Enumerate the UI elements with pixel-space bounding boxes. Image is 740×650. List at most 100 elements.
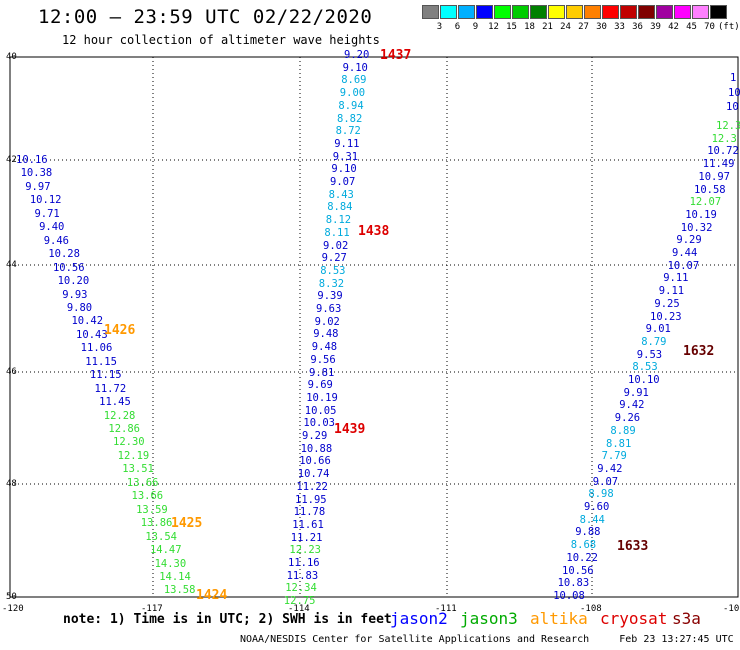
pass-time-label: 1437 (380, 48, 412, 63)
wave-height-value: 8.11 (324, 226, 350, 239)
wave-height-value: 10.07 (667, 259, 700, 272)
wave-height-value: 9.71 (34, 207, 60, 220)
wave-height-value: 13.86 (140, 517, 173, 530)
wave-height-value: 9.11 (658, 285, 685, 298)
scale-label: 24 (560, 22, 571, 32)
satellite-jason2: jason2 (390, 609, 448, 628)
wave-height-value: 12.07 (689, 196, 722, 209)
wave-height-value: 10.03 (303, 417, 335, 430)
wave-height-value: 11.21 (290, 531, 323, 544)
scale-swatch (692, 5, 709, 19)
wave-height-value: 10.19 (306, 391, 338, 404)
wave-height-value: 14.30 (154, 557, 187, 570)
longitude-label: -120 (2, 604, 24, 614)
latitude-label: 44 (6, 260, 17, 270)
latitude-label: 48 (6, 479, 17, 489)
wave-height-value: 12.30 (113, 436, 145, 449)
scale-label: 15 (506, 22, 517, 32)
pass-time-label: 1632 (683, 344, 715, 359)
wave-height-value: 8.72 (335, 125, 361, 138)
wave-height-value: 10.74 (297, 468, 330, 481)
wave-height-value: 11.16 (288, 557, 320, 569)
wave-height-value: 13.59 (136, 503, 168, 516)
wave-height-value: 11.49 (702, 158, 735, 171)
pass-time-label: 1425 (171, 516, 203, 531)
wave-height-value: 8.69 (341, 74, 367, 87)
scale-swatch (620, 5, 637, 19)
wave-height-value: 9.10 (342, 61, 368, 74)
wave-height-value: 11.45 (99, 396, 131, 409)
latitude-label: 46 (6, 367, 17, 377)
scale-label: 70 (704, 22, 715, 32)
scale-swatch (602, 5, 619, 19)
wave-height-value: 10.88 (300, 442, 333, 455)
wave-height-value: 10.43 (76, 328, 108, 341)
wave-height-value: 8.43 (328, 188, 354, 201)
wave-height-value: 1 (730, 72, 737, 84)
wave-height-value: 10.20 (57, 275, 90, 288)
scale-label: 45 (686, 22, 697, 32)
wave-height-value: 14.14 (159, 570, 191, 583)
scale-label: 9 (472, 22, 479, 32)
wave-height-value: 9.42 (597, 462, 623, 475)
wave-height-value: 8.12 (325, 214, 352, 227)
wave-height-value: 9.88 (575, 526, 601, 539)
credit-line: NOAA/NESDIS Center for Satellite Applica… (240, 634, 740, 645)
wave-height-value: 11.95 (295, 493, 327, 506)
wave-height-value: 11.83 (286, 569, 319, 582)
wave-height-value: 8.53 (320, 264, 346, 277)
wave-height-value: 11.72 (94, 382, 127, 395)
scale-swatch (638, 5, 655, 19)
wave-height-value: 12.23 (289, 544, 321, 557)
wave-height-value: 9.01 (645, 323, 671, 336)
wave-height-value: 10.22 (566, 551, 598, 564)
wave-height-value: 10.66 (299, 455, 331, 468)
page-title: 12:00 – 23:59 UTC 02/22/2020 (38, 6, 373, 28)
pass-time-label: 1439 (334, 422, 366, 437)
latitude-label: 50 (6, 592, 17, 602)
scale-label: 18 (524, 22, 535, 32)
wave-height-value: 9.11 (334, 137, 360, 150)
wave-height-value: 10.42 (71, 315, 104, 328)
wave-height-value: 8.94 (338, 99, 364, 112)
scale-label: 27 (578, 22, 589, 32)
wave-height-value: 14.47 (149, 544, 182, 557)
latitude-label: 40 (6, 52, 17, 62)
scale-swatch (548, 5, 565, 19)
latitude-label: 42 (6, 155, 17, 165)
scale-swatch (566, 5, 583, 19)
wave-height-value: 10.19 (685, 208, 717, 221)
wave-height-value: 8.79 (641, 335, 667, 348)
scale-swatch (422, 5, 439, 19)
wave-height-value: 8.98 (588, 488, 614, 501)
wave-height-value: 10.23 (650, 310, 682, 323)
longitude-label: -108 (580, 604, 602, 614)
wave-height-value: 10.56 (562, 564, 594, 577)
wave-height-value: 8.53 (632, 361, 658, 374)
longitude-label: -111 (435, 604, 457, 614)
wave-height-value: 10.56 (52, 261, 85, 274)
wave-height-value: 12.28 (103, 409, 136, 422)
generated-timestamp: Feb 23 13:27:45 UTC 2020 (619, 634, 740, 645)
wave-height-value: 9.81 (309, 366, 335, 379)
longitude-label: -114 (288, 604, 310, 614)
wave-height-value: 8.84 (327, 201, 353, 214)
satellite-s3a: s3a (672, 609, 701, 628)
pass-time-label: 1424 (196, 588, 228, 603)
wave-height-value: 12.19 (117, 449, 150, 462)
wave-height-value: 12.86 (108, 423, 140, 435)
map-border (9, 56, 739, 598)
wave-height-value: 8.68 (570, 539, 597, 552)
wave-height-value: 9.02 (314, 315, 340, 328)
wave-height-value: 12.3 (716, 120, 740, 132)
wave-height-value: 11.61 (292, 518, 324, 531)
scale-swatch (674, 5, 691, 19)
wave-height-value: 10.05 (304, 404, 337, 417)
scale-swatch (458, 5, 475, 19)
wave-height-value: 9.53 (636, 348, 663, 361)
wave-height-value: 11.78 (293, 506, 326, 519)
wave-height-value: 9.29 (676, 234, 702, 247)
wave-height-value: 10.10 (628, 374, 660, 386)
